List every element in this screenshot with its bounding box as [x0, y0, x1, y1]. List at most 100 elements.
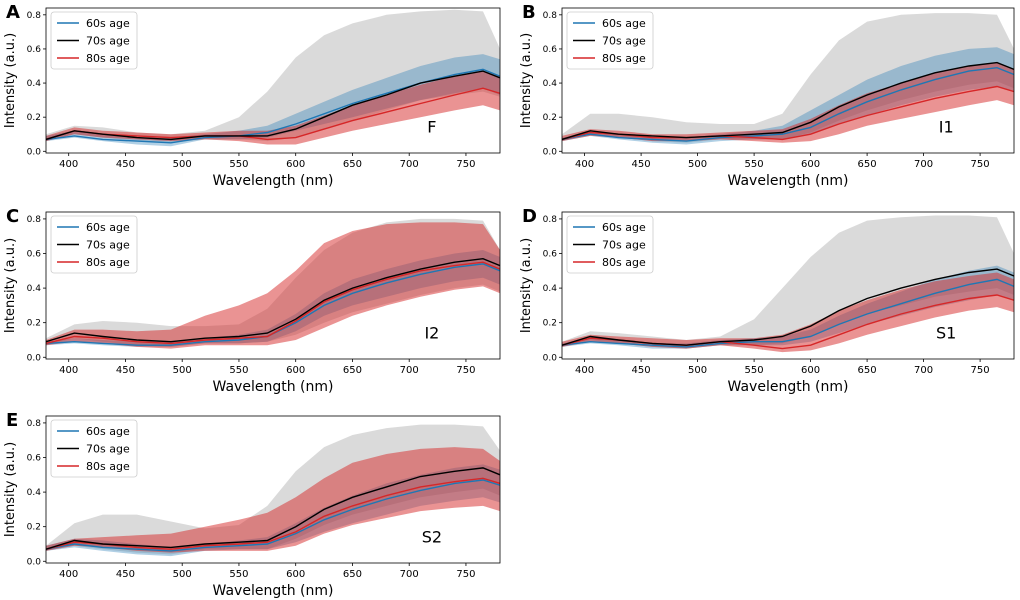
- plot-area: [46, 424, 500, 557]
- x-tick-label: 450: [116, 365, 135, 376]
- y-tick-label: 0.8: [27, 419, 42, 429]
- legend-entry: 60s age: [86, 425, 130, 438]
- legend: 60s age 70s age 80s age: [566, 215, 654, 274]
- x-tick-label: 700: [400, 365, 419, 376]
- legend: 60s age 70s age 80s age: [50, 419, 138, 478]
- y-tick-label: 0.6: [543, 45, 558, 55]
- x-tick-label: 550: [229, 159, 248, 170]
- legend-entry: 80s age: [602, 52, 646, 65]
- band-80s-age: [46, 447, 500, 553]
- x-tick-label: 750: [456, 569, 475, 580]
- x-tick-label: 650: [343, 159, 362, 170]
- legend-frame: [50, 11, 138, 70]
- y-tick-label: 0.0: [27, 557, 42, 567]
- band-80s-age: [46, 71, 500, 145]
- y-tick-label: 0.4: [543, 79, 558, 89]
- x-tick-label: 650: [858, 159, 877, 170]
- y-tick-label: 0.4: [27, 79, 42, 89]
- x-axis-label: Wavelength (nm): [728, 173, 849, 189]
- x-tick-label: 750: [456, 159, 475, 170]
- line-60s-age: [46, 68, 500, 144]
- y-tick-label: 0.8: [27, 11, 42, 21]
- legend-entry: 60s age: [602, 17, 646, 30]
- x-tick-label: 450: [632, 159, 651, 170]
- plot-area: [562, 13, 1014, 145]
- panel-d: D 0.0 0.2 0.4 0.6 0.8 400 450 500 550 600 650 700 750…: [519, 206, 1015, 395]
- x-tick-label: 650: [343, 569, 362, 580]
- legend-frame: [50, 419, 138, 478]
- legend: 60s age 70s age 80s age: [50, 11, 138, 70]
- x-axis-label: Wavelength (nm): [213, 173, 334, 189]
- x-tick-label: 500: [173, 569, 192, 580]
- x-tick-label: 700: [400, 159, 419, 170]
- y-tick-label: 0.8: [543, 11, 558, 21]
- x-tick-label: 650: [858, 365, 877, 376]
- legend-entry: 80s age: [86, 256, 130, 269]
- x-tick-label: 500: [173, 365, 192, 376]
- x-tick-label: 400: [59, 569, 78, 580]
- x-tick-label: 650: [343, 365, 362, 376]
- axes-frame: [561, 211, 1015, 360]
- y-tick-label: 0.2: [543, 113, 557, 123]
- panel-letter: A: [6, 2, 20, 23]
- panel-e: E 0.0 0.2 0.4 0.6 0.8 400 450 500 550 600 650 700 750…: [3, 410, 501, 599]
- line-80s-age: [562, 85, 1014, 141]
- line-70s-age: [46, 467, 500, 550]
- x-tick-label: 700: [914, 365, 933, 376]
- x-tick-label: 550: [745, 159, 764, 170]
- line-60s-age: [46, 263, 500, 346]
- x-tick-label: 600: [801, 365, 820, 376]
- x-tick-label: 700: [914, 159, 933, 170]
- legend-entry: 80s age: [86, 52, 130, 65]
- axes-frame: [561, 7, 1015, 154]
- region-label: S1: [936, 323, 956, 342]
- y-tick-label: 0.4: [27, 284, 42, 294]
- region-label: I1: [939, 118, 954, 137]
- x-tick-label: 500: [688, 365, 707, 376]
- x-tick-label: 600: [286, 365, 305, 376]
- y-tick-label: 0.0: [27, 353, 42, 363]
- line-80s-age: [46, 477, 500, 550]
- legend-entry: 70s age: [602, 239, 646, 252]
- legend-frame: [50, 215, 138, 274]
- x-tick-label: 750: [971, 159, 990, 170]
- y-tick-label: 0.6: [27, 454, 42, 464]
- legend: 60s age 70s age 80s age: [566, 11, 654, 70]
- x-tick-label: 500: [173, 159, 192, 170]
- y-tick-label: 0.6: [543, 250, 558, 260]
- x-tick-label: 500: [688, 159, 707, 170]
- y-tick-label: 0.0: [543, 147, 558, 157]
- legend-entry: 60s age: [86, 221, 130, 234]
- line-70s-age: [562, 61, 1014, 141]
- line-80s-age: [46, 87, 500, 141]
- axes-frame: [45, 7, 501, 154]
- y-tick-label: 0.0: [27, 147, 42, 157]
- y-tick-label: 0.6: [27, 250, 42, 260]
- line-70s-age: [46, 70, 500, 141]
- line-60s-age: [562, 66, 1014, 142]
- y-tick-label: 0.4: [27, 488, 42, 498]
- x-tick-label: 750: [971, 365, 990, 376]
- legend-entry: 70s age: [86, 35, 130, 48]
- legend-entry: 60s age: [602, 221, 646, 234]
- legend-entry: 60s age: [86, 17, 130, 30]
- plot-area: [562, 215, 1014, 353]
- band-60s-age: [562, 47, 1014, 145]
- band-80s-age: [562, 272, 1014, 353]
- y-tick-label: 0.6: [27, 45, 42, 55]
- y-tick-label: 0.4: [543, 284, 558, 294]
- y-tick-label: 0.2: [27, 113, 41, 123]
- plot-area: [46, 9, 500, 147]
- legend: 60s age 70s age 80s age: [50, 215, 138, 274]
- region-label: I2: [424, 323, 439, 342]
- band-70s-age: [562, 13, 1014, 143]
- legend-entry: 80s age: [602, 256, 646, 269]
- band-70s-age: [562, 215, 1014, 349]
- x-tick-label: 600: [286, 159, 305, 170]
- region-label: S2: [422, 527, 442, 546]
- panel-a: A 0.0 0.2 0.4 0.6 0.8 400 450 500 550 600 650 700 750…: [3, 2, 501, 189]
- x-tick-label: 450: [116, 159, 135, 170]
- y-tick-label: 0.2: [543, 319, 557, 329]
- y-tick-label: 0.8: [543, 215, 558, 225]
- band-80s-age: [46, 222, 500, 349]
